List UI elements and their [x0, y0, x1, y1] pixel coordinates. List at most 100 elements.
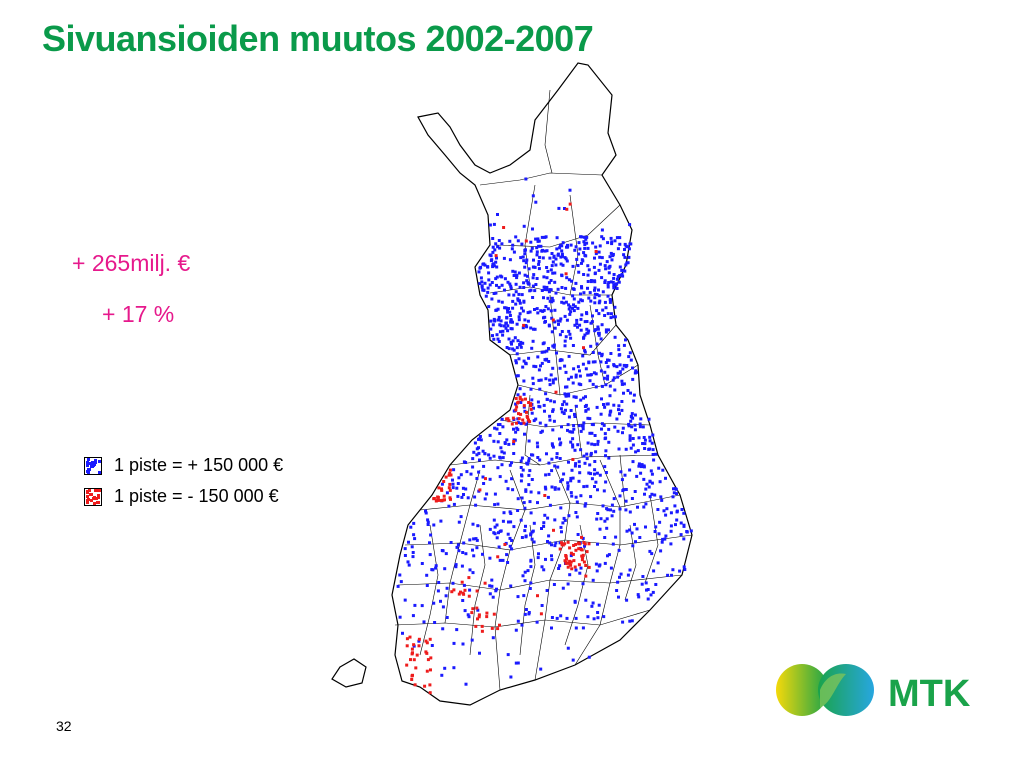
map-dot	[403, 547, 407, 551]
map-dot	[491, 265, 495, 269]
map-dot	[593, 286, 597, 290]
map-dot	[654, 452, 658, 456]
map-dot	[496, 466, 500, 470]
map-dot	[577, 460, 581, 464]
map-dot	[529, 490, 533, 494]
map-dot	[577, 382, 581, 386]
map-dot	[614, 535, 618, 539]
map-dot	[456, 543, 460, 547]
map-dot	[613, 425, 617, 429]
map-dot	[564, 370, 568, 374]
map-dot	[509, 520, 513, 524]
map-dot	[602, 403, 605, 406]
map-dot	[594, 372, 598, 376]
map-dot	[606, 554, 609, 558]
map-dot	[606, 377, 609, 381]
map-dot	[473, 441, 477, 445]
map-dot	[573, 323, 577, 327]
map-dot	[510, 247, 514, 251]
map-dot	[468, 538, 472, 542]
map-dot	[555, 616, 559, 620]
map-dot	[519, 401, 523, 404]
map-dot	[581, 259, 585, 263]
map-dot	[545, 397, 549, 401]
map-dot	[665, 507, 669, 511]
map-dot	[520, 456, 524, 460]
map-dot	[470, 611, 474, 615]
map-dot	[607, 553, 611, 557]
map-dot	[636, 449, 640, 453]
map-dot	[514, 628, 518, 632]
map-dot	[523, 273, 527, 277]
map-dot	[447, 486, 451, 490]
map-dot	[653, 530, 657, 533]
map-outline	[331, 62, 693, 706]
map-dot	[496, 307, 500, 311]
map-dot	[581, 424, 585, 428]
map-dot	[624, 263, 628, 267]
map-dot	[459, 590, 462, 594]
map-dot	[521, 574, 525, 578]
map-dot	[529, 240, 533, 244]
map-dot	[471, 607, 475, 611]
map-dot	[497, 545, 501, 549]
map-dot	[495, 427, 499, 431]
map-dot	[497, 340, 501, 343]
map-dot	[549, 279, 553, 282]
map-dot	[673, 487, 677, 491]
map-dot	[689, 529, 693, 533]
map-dot	[647, 447, 651, 451]
map-dot	[618, 575, 621, 579]
map-dot	[604, 361, 608, 364]
map-dot	[455, 545, 459, 549]
map-dot	[596, 542, 599, 546]
map-dot	[666, 573, 670, 577]
map-dot	[550, 264, 554, 268]
map-dot	[512, 409, 516, 413]
map-dot	[539, 364, 542, 368]
map-dot	[600, 422, 604, 426]
map-dot	[573, 464, 577, 468]
map-dot	[651, 448, 655, 452]
map-dot	[660, 540, 664, 544]
map-dot	[637, 462, 641, 466]
map-dot	[523, 252, 527, 256]
map-dot	[611, 542, 615, 546]
map-dot	[636, 593, 640, 597]
map-dot	[437, 581, 441, 584]
map-dot	[496, 213, 499, 216]
map-dot	[522, 281, 526, 285]
map-dot	[573, 448, 577, 452]
map-dot	[606, 365, 610, 369]
map-dot	[440, 549, 444, 552]
map-dot	[658, 520, 662, 524]
map-dot	[598, 262, 602, 266]
map-dot	[547, 534, 551, 538]
map-dot	[612, 403, 616, 407]
map-dot	[540, 565, 544, 569]
map-dot	[620, 478, 624, 482]
map-dot	[586, 615, 590, 619]
map-dot	[538, 255, 542, 259]
map-dot	[582, 251, 586, 255]
map-dot	[664, 513, 668, 517]
map-dot	[571, 437, 575, 441]
map-dot	[569, 310, 573, 314]
map-dot	[525, 258, 529, 262]
map-dot	[532, 540, 536, 544]
map-dot	[504, 479, 508, 483]
map-dot	[519, 518, 523, 522]
map-dot	[543, 494, 547, 497]
map-dot	[556, 252, 560, 256]
map-dot	[527, 483, 531, 487]
map-dot	[628, 437, 632, 441]
map-dot	[477, 270, 481, 274]
map-dot	[512, 452, 516, 455]
map-dot	[574, 626, 578, 630]
map-dot	[587, 565, 591, 569]
map-dot	[428, 637, 432, 641]
map-dot	[528, 469, 532, 473]
map-dot	[524, 397, 527, 401]
map-dot	[501, 456, 505, 460]
map-dot	[543, 513, 547, 517]
